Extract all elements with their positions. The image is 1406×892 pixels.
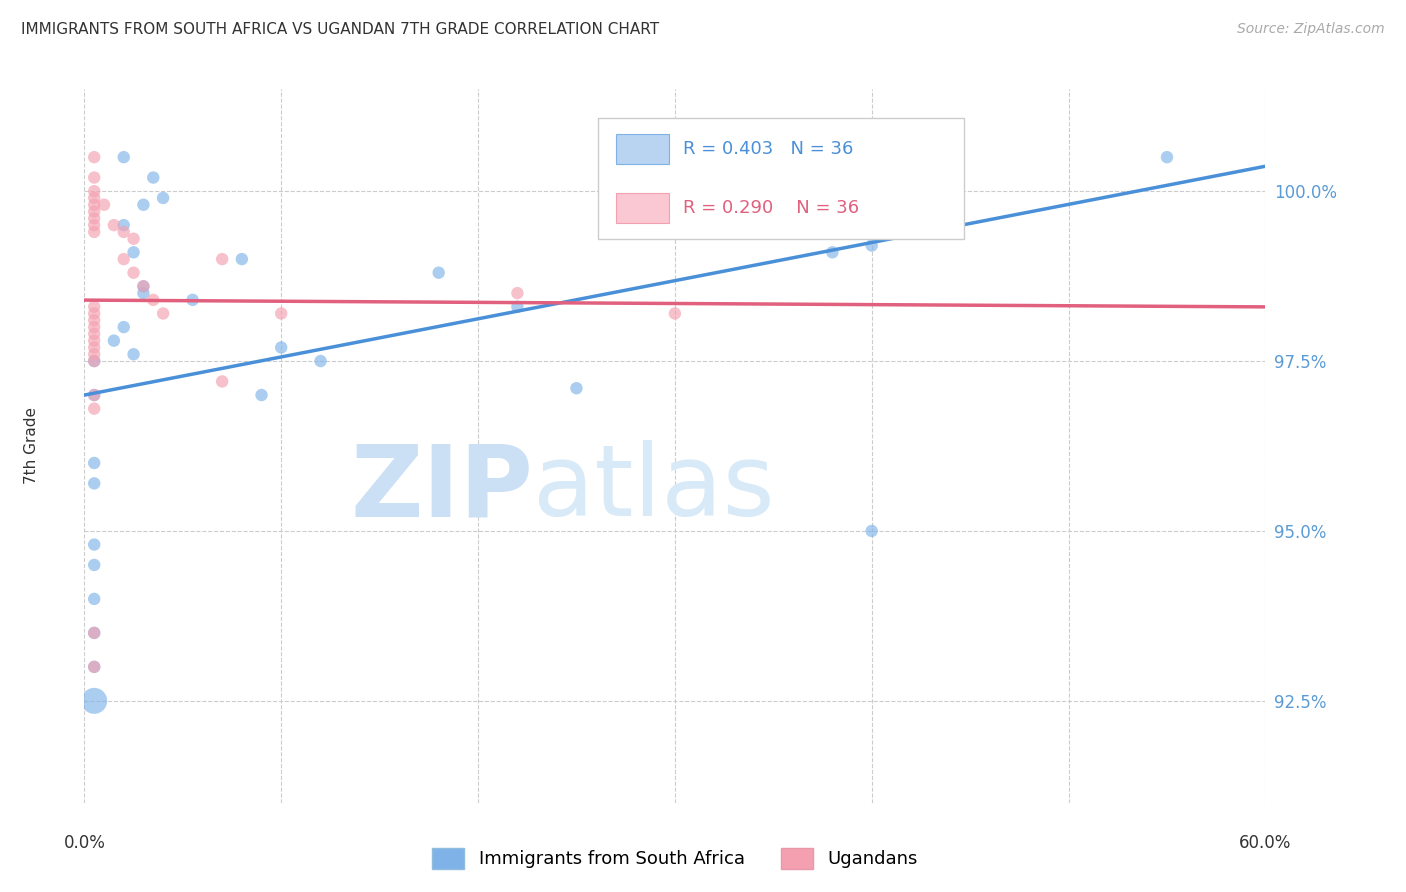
Point [211, 252, 233, 266]
Point [83, 218, 105, 232]
Text: Source: ZipAtlas.com: Source: ZipAtlas.com [1237, 22, 1385, 37]
Point [181, 293, 204, 307]
Point [624, 211, 647, 226]
Point [132, 279, 155, 293]
Point [270, 341, 292, 355]
Text: IMMIGRANTS FROM SOUTH AFRICA VS UGANDAN 7TH GRADE CORRELATION CHART: IMMIGRANTS FROM SOUTH AFRICA VS UGANDAN … [21, 22, 659, 37]
Point [142, 170, 165, 185]
Point [83, 456, 105, 470]
Point [250, 388, 273, 402]
Point [83, 347, 105, 361]
Point [83, 184, 105, 198]
Point [152, 306, 174, 320]
Text: 0.0%: 0.0% [63, 834, 105, 852]
Point [103, 334, 125, 348]
Point [83, 170, 105, 185]
Point [83, 476, 105, 491]
Point [152, 191, 174, 205]
Point [83, 354, 105, 368]
Point [132, 198, 155, 212]
Point [93, 198, 115, 212]
Point [83, 204, 105, 219]
Text: 7th Grade: 7th Grade [24, 408, 39, 484]
Point [270, 306, 292, 320]
Point [83, 626, 105, 640]
Point [83, 225, 105, 239]
Point [83, 354, 105, 368]
FancyBboxPatch shape [598, 118, 965, 239]
Point [112, 252, 135, 266]
Point [83, 626, 105, 640]
Point [83, 334, 105, 348]
Text: R = 0.403   N = 36: R = 0.403 N = 36 [683, 140, 853, 158]
Point [122, 232, 145, 246]
Point [565, 381, 588, 395]
Point [83, 401, 105, 416]
Point [83, 313, 105, 327]
Point [83, 660, 105, 674]
Point [664, 306, 686, 320]
Point [860, 524, 883, 538]
Point [1156, 150, 1178, 164]
Point [83, 211, 105, 226]
Point [83, 306, 105, 320]
Point [821, 245, 844, 260]
Point [231, 252, 253, 266]
Point [506, 300, 529, 314]
Text: 60.0%: 60.0% [1239, 834, 1292, 852]
Legend: Immigrants from South Africa, Ugandans: Immigrants from South Africa, Ugandans [425, 840, 925, 876]
Point [112, 218, 135, 232]
Point [83, 388, 105, 402]
Point [309, 354, 332, 368]
Point [142, 293, 165, 307]
Point [83, 300, 105, 314]
Point [83, 198, 105, 212]
Point [506, 286, 529, 301]
Point [821, 150, 844, 164]
Point [103, 218, 125, 232]
Point [427, 266, 450, 280]
Point [132, 279, 155, 293]
Point [83, 320, 105, 334]
Text: atlas: atlas [533, 441, 775, 537]
Point [211, 375, 233, 389]
Point [83, 341, 105, 355]
Point [83, 537, 105, 551]
Point [83, 150, 105, 164]
Point [122, 266, 145, 280]
FancyBboxPatch shape [616, 134, 669, 164]
Point [83, 660, 105, 674]
Point [860, 238, 883, 252]
Point [112, 225, 135, 239]
Text: ZIP: ZIP [350, 441, 533, 537]
Text: R = 0.290    N = 36: R = 0.290 N = 36 [683, 200, 859, 218]
Point [132, 286, 155, 301]
Point [112, 150, 135, 164]
Point [83, 558, 105, 572]
Point [83, 326, 105, 341]
Point [83, 591, 105, 606]
Point [83, 191, 105, 205]
Point [122, 347, 145, 361]
Point [83, 694, 105, 708]
Point [762, 204, 785, 219]
FancyBboxPatch shape [616, 194, 669, 223]
Point [122, 245, 145, 260]
Point [83, 388, 105, 402]
Point [112, 320, 135, 334]
